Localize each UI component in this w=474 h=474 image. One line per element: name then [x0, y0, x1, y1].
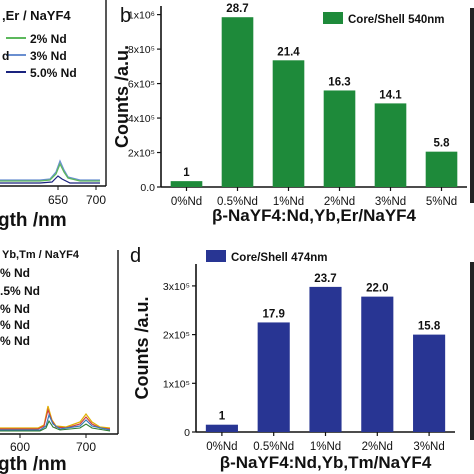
bar-chart-d: 0 1x10⁵ 2x10⁵ 3x10⁵ 1 0%Nd 17.9 0.5%Nd 23.7 1%Nd 2… [132, 250, 455, 472]
left-bottom-legend-item-2: .5% Nd [0, 284, 40, 298]
left-bottom-legend-item-1: % Nd [0, 266, 30, 280]
y-axis-label: Counts /a.u. [132, 297, 152, 400]
bar-data-label: 21.4 [277, 46, 300, 58]
left-top-tick-label-700: 700 [86, 193, 106, 207]
left-bottom-x-label: gth /nm [0, 454, 67, 474]
spectrum-line-b [0, 407, 111, 430]
y-tick-label: 3x10⁵ [163, 281, 190, 293]
y-tick-label: 4x10⁵ [128, 113, 155, 125]
panel-label-b: b [120, 5, 131, 27]
right-edge-fragment-top [470, 8, 474, 203]
left-bottom-legend-item-5: % Nd [0, 334, 30, 348]
bar [257, 322, 290, 432]
bar-data-label: 16.3 [328, 76, 350, 88]
legend-label: Core/Shell 474nm [231, 252, 328, 264]
left-top-legend-fragment: d [2, 49, 9, 63]
bar-chart-b: 0.0 2x10⁵ 4x10⁵ 6x10⁵ 8x10⁵ 1x10⁶ 1 0%Nd 28.7 0.5… [112, 3, 467, 225]
x-tick-label: 3%Nd [413, 441, 444, 453]
left-bottom-tick-label-600: 600 [10, 440, 30, 454]
bar-data-label: 14.1 [379, 89, 402, 101]
legend-swatch [206, 250, 226, 262]
x-tick-label: 0%Nd [171, 196, 202, 208]
left-bottom-legend-title: Yb,Tm / NaYF4 [2, 249, 80, 261]
left-top-legend-item-1: 2% Nd [30, 32, 67, 46]
x-tick-label: 3%Nd [375, 196, 406, 208]
y-tick-label: 8x10⁵ [128, 44, 155, 56]
bar [413, 334, 446, 432]
spectrum-line-2nd [0, 162, 100, 182]
y-tick-label: 0.0 [140, 182, 155, 194]
spectrum-line-d [0, 419, 111, 432]
bar-data-label: 1 [219, 411, 226, 423]
y-tick-label: 6x10⁵ [128, 79, 155, 91]
y-tick-label: 2x10⁵ [128, 148, 155, 160]
x-tick-label: 0.5%Nd [253, 441, 294, 453]
bar [205, 424, 238, 432]
bar [361, 296, 394, 432]
bar [170, 181, 203, 187]
bar [272, 60, 305, 187]
x-tick-label: 1%Nd [273, 196, 304, 208]
spectrum-line-c [0, 413, 111, 431]
left-top-legend-title: ,Er / NaYF4 [2, 8, 71, 23]
y-tick-label: 1x10⁶ [128, 10, 155, 22]
x-axis-label: β-NaYF4:Nd,Yb,Tm/NaYF4 [220, 453, 432, 472]
bar-data-label: 28.7 [226, 3, 248, 15]
bar-data-label: 5.8 [434, 138, 451, 150]
bar [374, 103, 407, 187]
left-top-legend-item-3: 5.0% Nd [30, 66, 77, 80]
bar [221, 17, 254, 188]
bar-data-label: 1 [183, 167, 190, 179]
bar-data-label: 17.9 [263, 308, 285, 320]
spectrum-line-a [0, 405, 111, 429]
x-tick-label: 2%Nd [362, 441, 393, 453]
y-axis-label: Counts /a.u. [112, 45, 132, 148]
bar [425, 151, 458, 187]
bar-data-label: 22.0 [366, 283, 388, 295]
bar-data-label: 15.8 [418, 321, 441, 333]
left-bottom-tick-label-700: 700 [76, 440, 96, 454]
x-tick-label: 1%Nd [310, 441, 341, 453]
left-bottom-panel: Yb,Tm / NaYF4 % Nd .5% Nd % Nd % Nd % Nd… [0, 249, 119, 474]
legend-label: Core/Shell 540nm [348, 14, 445, 26]
y-tick-label: 0 [184, 427, 190, 439]
x-tick-label: 0%Nd [206, 441, 237, 453]
bar [309, 286, 342, 432]
spectrum-line-3nd [0, 159, 100, 181]
left-bottom-legend-item-4: % Nd [0, 318, 30, 332]
x-axis-label: β-NaYF4:Nd,Yb,Er/NaYF4 [212, 206, 417, 225]
spectrum-line-5nd [0, 175, 100, 184]
right-edge-fragment-bottom [470, 262, 474, 440]
y-tick-label: 1x10⁵ [163, 378, 190, 390]
left-top-panel: ,Er / NaYF4 2% Nd 3% Nd d 5.0% Nd 650 70… [0, 0, 107, 231]
x-tick-label: 2%Nd [324, 196, 355, 208]
y-tick-label: 2x10⁵ [163, 330, 190, 342]
legend-swatch [323, 12, 343, 24]
panel-label-d: d [130, 245, 141, 267]
x-tick-label: 0.5%Nd [217, 196, 258, 208]
left-bottom-legend-item-3: % Nd [0, 302, 30, 316]
left-top-x-label: gth /nm [0, 210, 67, 231]
bar [323, 90, 356, 187]
left-top-tick-label-650: 650 [48, 193, 68, 207]
bar-data-label: 23.7 [314, 273, 336, 285]
left-top-legend-item-2: 3% Nd [30, 49, 67, 63]
x-tick-label: 5%Nd [426, 196, 457, 208]
